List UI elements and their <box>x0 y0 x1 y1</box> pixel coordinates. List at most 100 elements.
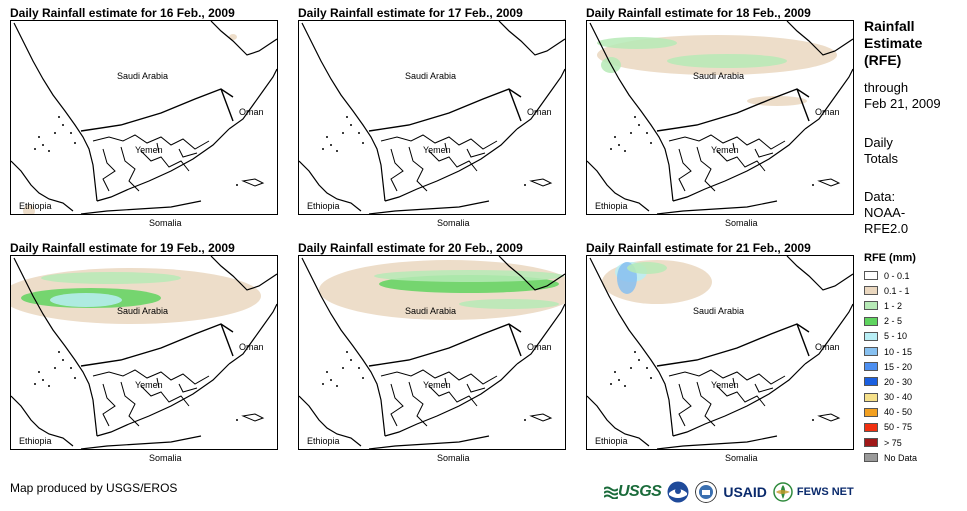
panel-title: Daily Rainfall estimate for 18 Feb., 200… <box>586 6 811 20</box>
rainfall-patch <box>627 262 667 274</box>
island-dot <box>236 419 238 421</box>
legend-item: 0.1 - 1 <box>864 283 917 298</box>
map-frame: Saudi Arabia Oman Yemen Ethiopia Somalia <box>10 20 278 228</box>
gulf-aden-south-coast <box>368 435 490 449</box>
legend-label: 1 - 2 <box>884 300 903 311</box>
usaid-wordmark: USAID <box>723 484 767 500</box>
map-svg <box>587 256 853 449</box>
island-dot <box>34 383 36 385</box>
label-yemen: Yemen <box>135 145 163 155</box>
island-dot <box>630 367 632 369</box>
credit-text: Map produced by USGS/EROS <box>10 481 178 495</box>
island-dot <box>74 377 76 379</box>
sidebar-totals: Totals <box>864 151 898 166</box>
label-somalia: Somalia <box>725 453 758 463</box>
label-oman: Oman <box>239 342 264 352</box>
map-panel-16-feb: Daily Rainfall estimate for 16 Feb., 200… <box>10 6 278 228</box>
island-dot <box>62 359 64 361</box>
island-dot <box>346 351 348 353</box>
gulf-coast-top <box>210 21 277 56</box>
legend-swatch <box>864 316 878 326</box>
label-yemen: Yemen <box>711 145 739 155</box>
yemen-governorates <box>668 369 786 427</box>
island-dot <box>342 367 344 369</box>
label-somalia: Somalia <box>437 218 470 228</box>
dhs-logo <box>695 481 718 503</box>
fews-leaf-icon <box>773 482 793 502</box>
legend-swatch <box>864 377 878 387</box>
socotra-island <box>817 413 841 422</box>
legend-label: No Data <box>884 452 918 463</box>
map-frame: Saudi Arabia Oman Yemen Ethiopia Somalia <box>298 20 566 228</box>
island-dot <box>362 377 364 379</box>
label-ethiopia: Ethiopia <box>19 201 52 211</box>
legend-label: 10 - 15 <box>884 346 913 357</box>
sidebar-title-line1: Rainfall <box>864 18 915 34</box>
map-svg <box>11 21 277 214</box>
legend-item: 10 - 15 <box>864 344 917 359</box>
gulf-coast-top <box>786 256 853 291</box>
rainfall-patch <box>41 272 181 284</box>
label-saudi-arabia: Saudi Arabia <box>693 306 745 316</box>
island-dot <box>54 132 56 134</box>
map-frame: Saudi Arabia Oman Yemen Ethiopia Somalia <box>586 20 854 228</box>
island-dot <box>74 142 76 144</box>
island-dot <box>650 142 652 144</box>
label-saudi-arabia: Saudi Arabia <box>117 71 169 81</box>
map-svg <box>11 256 277 449</box>
sidebar-through-label: through <box>864 80 909 95</box>
island-dot <box>42 379 44 381</box>
sidebar-through: through Feb 21, 2009 <box>864 80 941 112</box>
fews-net-wordmark: FEWS NET <box>796 486 854 498</box>
oman-coast <box>516 68 565 130</box>
island-dot <box>646 367 648 369</box>
saudi-yemen-border <box>80 88 234 132</box>
yemen-governorates <box>92 134 210 192</box>
label-somalia: Somalia <box>437 453 470 463</box>
map-svg <box>587 21 853 214</box>
gulf-coast-top <box>498 21 565 56</box>
usgs-wordmark: USGS <box>618 483 662 500</box>
arabia-south-coast <box>96 128 230 202</box>
logo-strip: USGS USAID FEWS NET <box>604 479 860 505</box>
island-dot <box>48 150 50 152</box>
label-saudi-arabia: Saudi Arabia <box>405 71 457 81</box>
arabia-south-coast <box>384 128 518 202</box>
legend-label: 0 - 0.1 <box>884 270 910 281</box>
label-saudi-arabia: Saudi Arabia <box>693 71 745 81</box>
red-sea-coast-north <box>589 22 674 202</box>
africa-coast <box>299 160 362 212</box>
yemen-oman-border <box>796 88 810 122</box>
island-dot <box>610 148 612 150</box>
legend-swatch <box>864 407 878 417</box>
saudi-yemen-border <box>656 88 810 132</box>
label-oman: Oman <box>527 342 552 352</box>
red-sea-coast-north <box>13 22 98 202</box>
island-dot <box>630 132 632 134</box>
island-dot <box>638 359 640 361</box>
oman-coast <box>228 303 277 365</box>
legend-title: RFE (mm) <box>864 252 916 264</box>
legend-swatch <box>864 286 878 296</box>
label-yemen: Yemen <box>711 380 739 390</box>
map-panel-19-feb: Daily Rainfall estimate for 19 Feb., 200… <box>10 241 278 463</box>
island-dot <box>812 419 814 421</box>
island-dot <box>812 184 814 186</box>
label-yemen: Yemen <box>423 380 451 390</box>
socotra-island <box>241 178 265 187</box>
legend-label: 5 - 10 <box>884 331 908 342</box>
island-dot <box>330 144 332 146</box>
legend-label: 50 - 75 <box>884 422 913 433</box>
island-dot <box>358 367 360 369</box>
red-sea-coast-north <box>589 257 674 437</box>
legend-swatch <box>864 362 878 372</box>
socotra-island <box>529 178 553 187</box>
red-sea-coast-north <box>301 257 386 437</box>
label-yemen: Yemen <box>423 145 451 155</box>
label-ethiopia: Ethiopia <box>595 201 628 211</box>
legend-label: 40 - 50 <box>884 407 913 418</box>
legend-label: > 75 <box>884 437 902 448</box>
label-somalia: Somalia <box>725 218 758 228</box>
rainfall-patch <box>23 205 35 214</box>
sidebar-data-source2: RFE2.0 <box>864 221 909 236</box>
